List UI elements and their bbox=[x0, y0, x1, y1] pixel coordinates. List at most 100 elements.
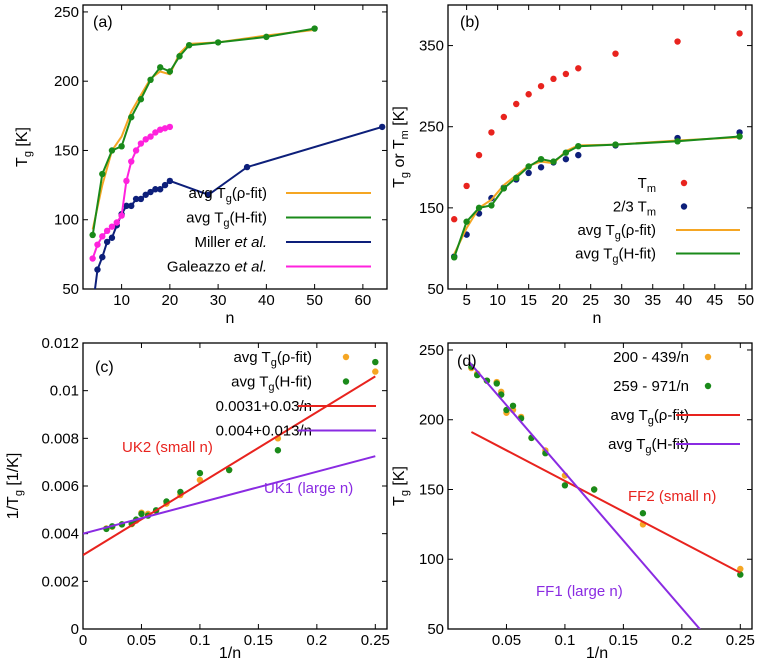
data-point bbox=[157, 64, 164, 71]
data-point bbox=[113, 219, 120, 226]
legend-label: avg Tg(H-fit) bbox=[608, 436, 689, 456]
data-point bbox=[737, 565, 744, 573]
data-point bbox=[118, 212, 125, 219]
series-line bbox=[453, 135, 740, 258]
data-point bbox=[500, 113, 508, 121]
x-tick-label: 0 bbox=[79, 632, 87, 649]
panel-b-plot: 5 10 15 20 25 30 35 40 45 50 50 150 250 350 Tm​ 2/3 Tm​… bbox=[419, 5, 754, 309]
panel-a-frame bbox=[82, 4, 388, 290]
x-tick-label: 5 bbox=[462, 292, 470, 309]
x-tick-label: 0.2 bbox=[306, 632, 327, 649]
data-point bbox=[196, 469, 204, 477]
data-point bbox=[488, 202, 495, 209]
data-point bbox=[493, 380, 500, 387]
data-point bbox=[525, 163, 532, 170]
panel-b-ylabel: Tg or Tm [K] bbox=[391, 106, 411, 188]
data-point bbox=[263, 33, 270, 41]
legend-marker bbox=[704, 382, 712, 390]
x-tick-label: 50 bbox=[306, 292, 323, 309]
data-point bbox=[152, 129, 159, 136]
data-point bbox=[161, 181, 169, 189]
x-tick-label: 35 bbox=[644, 292, 661, 309]
data-point bbox=[176, 53, 183, 60]
y-tick-label: 250 bbox=[419, 119, 444, 136]
data-point bbox=[537, 82, 545, 90]
x-tick-label: 0.25 bbox=[726, 632, 755, 649]
legend-label: 259 - 971/n bbox=[613, 378, 689, 395]
x-tick-label: 15 bbox=[520, 292, 537, 309]
panel-c-label: (c) bbox=[95, 359, 114, 376]
data-point bbox=[205, 191, 212, 198]
data-point bbox=[537, 164, 545, 171]
data-point bbox=[590, 486, 598, 493]
data-point bbox=[550, 158, 557, 165]
x-tick-label: 10 bbox=[489, 292, 506, 309]
x-tick-label: 0.05 bbox=[492, 632, 521, 649]
legend-label: avg Tg(H-fit) bbox=[231, 374, 312, 394]
data-point bbox=[372, 358, 379, 366]
data-point bbox=[166, 68, 174, 75]
data-point bbox=[132, 147, 140, 154]
annotation-ff2: FF2 (small n) bbox=[628, 488, 716, 505]
x-tick-label: 30 bbox=[210, 292, 227, 309]
data-point bbox=[372, 368, 379, 375]
x-tick-label: 50 bbox=[737, 292, 754, 309]
data-point bbox=[103, 227, 111, 235]
data-point bbox=[736, 30, 743, 37]
data-point bbox=[137, 96, 145, 103]
data-point bbox=[152, 186, 159, 193]
x-tick-label: 25 bbox=[582, 292, 599, 309]
panel-d-ylabel: Tg [K] bbox=[391, 466, 411, 506]
data-point bbox=[562, 149, 570, 156]
x-tick-label: 0.1 bbox=[189, 632, 210, 649]
data-point bbox=[463, 182, 470, 190]
data-point bbox=[513, 174, 520, 182]
data-point bbox=[99, 253, 106, 261]
data-point bbox=[674, 38, 681, 45]
y-tick-label: 250 bbox=[54, 4, 79, 21]
data-point bbox=[128, 158, 135, 165]
x-tick-label: 45 bbox=[706, 292, 723, 309]
panel-d-xlabel: 1/n bbox=[586, 645, 608, 661]
y-tick-label: 350 bbox=[419, 38, 444, 55]
legend-marker bbox=[680, 203, 688, 210]
data-point bbox=[157, 126, 164, 133]
data-point bbox=[243, 163, 251, 171]
x-tick-label: 40 bbox=[675, 292, 692, 309]
data-point bbox=[500, 185, 508, 192]
data-point bbox=[118, 143, 125, 150]
legend-label: avg Tg(H-fit) bbox=[575, 246, 656, 266]
data-point bbox=[137, 140, 145, 147]
panel-c-ylabel: 1/Tg [1/K] bbox=[5, 453, 25, 520]
data-point bbox=[94, 241, 101, 248]
y-tick-label: 0.006 bbox=[41, 478, 79, 495]
data-point bbox=[612, 50, 619, 57]
series-line bbox=[83, 455, 376, 535]
data-point bbox=[225, 466, 233, 474]
y-tick-label: 100 bbox=[419, 551, 444, 568]
legend-label: Tm​ bbox=[638, 175, 656, 195]
data-point bbox=[137, 195, 145, 203]
panel-d-label: (d) bbox=[457, 353, 477, 370]
data-point bbox=[463, 218, 470, 225]
legend-marker bbox=[342, 378, 350, 385]
legend-label: 2/3 Tm​ bbox=[613, 199, 656, 219]
data-point bbox=[561, 482, 569, 489]
panel-d-frame bbox=[447, 342, 753, 630]
data-point bbox=[108, 223, 116, 230]
legend-label: avg Tg(ρ-fit) bbox=[577, 222, 656, 242]
panel-c-xlabel: 1/n bbox=[219, 645, 241, 661]
data-point bbox=[89, 255, 96, 262]
legend-label: Galeazzo et al. bbox=[167, 259, 267, 276]
legend-label: 0.004+0.013/n bbox=[216, 423, 312, 440]
data-point bbox=[509, 402, 517, 409]
data-point bbox=[488, 129, 495, 136]
data-point bbox=[451, 254, 458, 261]
data-point bbox=[138, 510, 145, 518]
x-tick-label: 20 bbox=[162, 292, 179, 309]
data-point bbox=[147, 133, 154, 140]
legend-label: avg Tg(ρ-fit) bbox=[233, 349, 312, 369]
data-point bbox=[525, 169, 532, 177]
data-point bbox=[483, 377, 491, 384]
